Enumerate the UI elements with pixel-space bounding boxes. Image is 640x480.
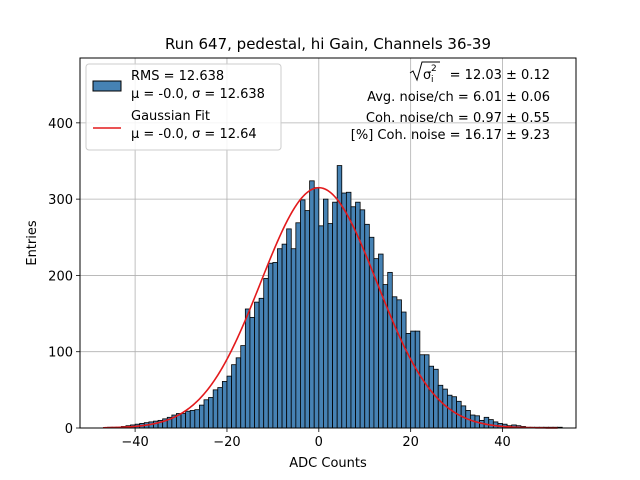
- histogram-bar: [410, 330, 416, 429]
- histogram-bar: [244, 308, 251, 429]
- histogram-bar: [194, 409, 200, 429]
- histogram-bar: [212, 389, 219, 429]
- histogram-bar: [281, 243, 288, 429]
- legend-box: [85, 63, 282, 151]
- legend-histogram-label: RMS = 12.638: [131, 69, 224, 84]
- histogram-bar: [488, 419, 494, 429]
- histogram-bar: [345, 191, 352, 429]
- histogram-bar: [295, 222, 301, 429]
- histogram-bar: [424, 354, 430, 429]
- histogram-bar: [189, 410, 196, 429]
- histogram-bar: [277, 248, 283, 429]
- histogram-bar: [341, 192, 347, 429]
- coherent-noise-percent-annotation: [%] Coh. noise = 16.17 ± 9.23: [351, 128, 550, 143]
- y-tick-label: 400: [48, 117, 73, 132]
- histogram-bar: [313, 187, 320, 429]
- x-tick-label: −40: [121, 435, 148, 450]
- legend-fit-label: Gaussian Fit: [131, 109, 210, 124]
- histogram-bar: [387, 271, 393, 429]
- histogram-bar: [323, 198, 329, 429]
- histogram-bar: [414, 330, 421, 429]
- histogram-bar: [267, 262, 274, 429]
- x-tick-label: 0: [315, 435, 323, 450]
- histogram-bar: [300, 199, 306, 429]
- histogram-bar: [290, 248, 297, 429]
- histogram-bar: [419, 354, 425, 429]
- chart-title: Run 647, pedestal, hi Gain, Channels 36-…: [165, 35, 491, 53]
- histogram-bar: [203, 399, 209, 429]
- legend-histogram-stats: μ = -0.0, σ = 12.638: [131, 87, 265, 102]
- avg-noise-annotation: Avg. noise/ch = 6.01 ± 0.06: [367, 90, 550, 105]
- x-tick-label: −20: [213, 435, 240, 450]
- sqrt-sigma-superscript: 2: [431, 64, 437, 74]
- histogram-bar: [254, 301, 260, 429]
- plot-frame: [79, 57, 577, 429]
- histogram-bar: [428, 365, 435, 429]
- histogram-bar: [286, 228, 292, 429]
- histogram-bar: [235, 357, 242, 429]
- histogram-bar: [249, 316, 255, 429]
- histogram-bar: [217, 387, 223, 429]
- total-noise-value: = 12.03 ± 0.12: [450, 68, 550, 83]
- legend-fit-stats: μ = -0.0, σ = 12.64: [131, 127, 257, 142]
- histogram-bar: [226, 375, 232, 429]
- histogram-bar: [332, 201, 338, 429]
- y-tick-label: 0: [65, 422, 73, 437]
- histogram-bar: [240, 345, 246, 429]
- y-axis-label: Entries: [25, 220, 40, 266]
- x-tick-label: 40: [494, 435, 511, 450]
- y-tick-label: 200: [48, 269, 73, 284]
- y-tick-label: 300: [48, 193, 73, 208]
- histogram-bar: [199, 404, 205, 429]
- histogram-bar: [263, 278, 269, 429]
- sqrt-symbol: [409, 61, 440, 82]
- histogram-bar: [350, 206, 356, 429]
- sqrt-sigma-subscript: i: [431, 75, 434, 85]
- histogram-bar: [378, 253, 384, 429]
- gaussian-fit-curve: [102, 186, 558, 429]
- histogram-bar: [401, 311, 407, 429]
- histogram-bar: [309, 180, 315, 429]
- histogram-bar: [447, 394, 453, 429]
- x-axis-ticks: −40 −20 0 20 40: [121, 428, 511, 450]
- histogram-bar: [221, 381, 228, 429]
- histogram-bar: [208, 397, 214, 429]
- histogram-bar: [405, 333, 412, 429]
- histogram-bar: [483, 416, 490, 429]
- histogram-bar: [327, 223, 333, 429]
- histogram-bar: [185, 410, 191, 429]
- sqrt-sigma: σ: [423, 68, 431, 83]
- total-noise-annotation: σ i 2 = 12.03 ± 0.12: [409, 61, 550, 85]
- histogram-bar: [231, 364, 237, 429]
- histogram-bar: [272, 262, 278, 429]
- legend: RMS = 12.638 μ = -0.0, σ = 12.638 Gaussi…: [85, 63, 282, 151]
- histogram-bar: [318, 225, 324, 429]
- y-tick-label: 100: [48, 346, 73, 361]
- x-tick-label: 20: [402, 435, 419, 450]
- histogram-bar: [258, 297, 265, 429]
- histogram-bar: [391, 296, 398, 429]
- histogram-bar: [396, 299, 402, 429]
- histogram-bar: [437, 384, 444, 429]
- histogram-bar: [442, 388, 448, 429]
- histogram-bar: [304, 210, 311, 429]
- x-axis-label: ADC Counts: [289, 456, 367, 471]
- y-axis-ticks: 0 100 200 300 400: [48, 117, 80, 437]
- histogram-bar: [180, 413, 187, 429]
- noise-annotations: σ i 2 = 12.03 ± 0.12 Avg. noise/ch = 6.0…: [351, 61, 550, 143]
- legend-histogram-patch: [92, 80, 122, 92]
- coherent-noise-annotation: Coh. noise/ch = 0.97 ± 0.55: [366, 111, 550, 126]
